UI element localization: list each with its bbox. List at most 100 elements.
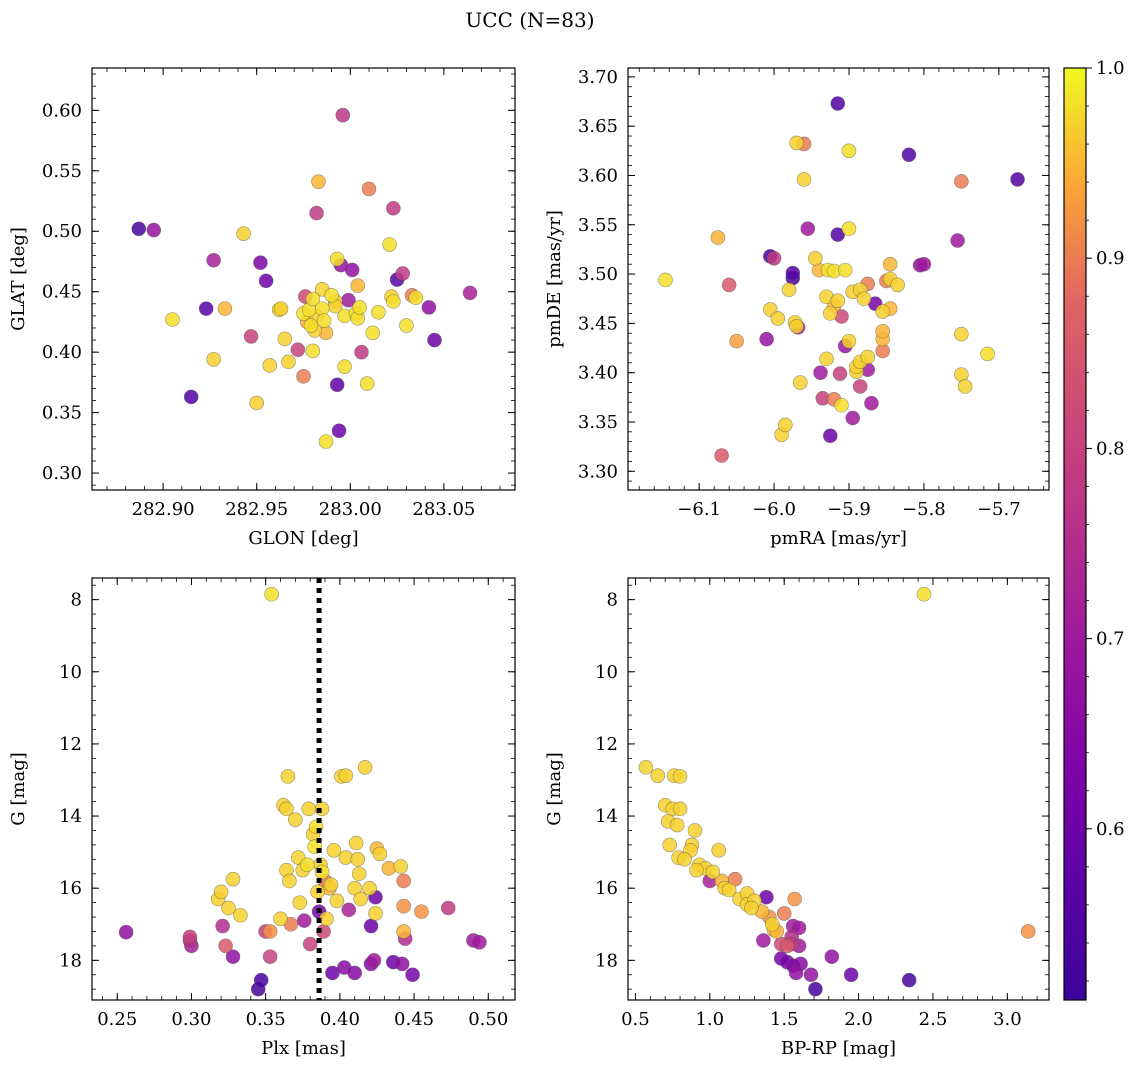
y-tick-label: 8 (607, 590, 618, 611)
data-point (803, 967, 819, 983)
data-point (796, 172, 812, 187)
data-point (689, 862, 704, 878)
data-point (759, 331, 774, 347)
data-point (776, 906, 792, 921)
data-point (396, 898, 411, 914)
x-tick-label: −5.9 (827, 499, 871, 520)
colorbar-tick-label: 1.0 (1096, 58, 1125, 79)
data-point (472, 934, 487, 950)
axes-frame (627, 67, 1050, 491)
data-point (721, 882, 737, 898)
data-point (864, 395, 879, 411)
data-point (875, 304, 890, 319)
data-point (282, 873, 297, 889)
data-point (638, 760, 654, 775)
x-tick-label: 3.0 (993, 1009, 1022, 1030)
data-point (350, 278, 366, 293)
data-point (1020, 924, 1036, 939)
data-point (672, 769, 688, 784)
data-point (824, 949, 840, 965)
data-point (323, 877, 339, 892)
data-point (830, 293, 846, 308)
data-point (338, 768, 354, 783)
x-tick-label: 282.90 (132, 499, 195, 520)
data-point (341, 902, 357, 918)
data-point (305, 343, 321, 359)
data-point (218, 938, 233, 954)
data-point (822, 428, 838, 444)
data-point (789, 319, 804, 334)
x-tick-label: −6.0 (752, 499, 796, 520)
data-point (337, 359, 352, 374)
data-point (860, 349, 876, 365)
y-axis-label: G [mag] (8, 752, 29, 825)
data-point (329, 377, 345, 393)
data-point (882, 256, 898, 272)
data-point (182, 929, 198, 945)
y-tick-label: 16 (595, 878, 618, 899)
data-point (118, 924, 134, 940)
data-point (371, 304, 386, 320)
y-axis-label: G [mag] (544, 752, 565, 825)
y-tick-label: 10 (595, 662, 618, 683)
data-point (217, 301, 233, 316)
data-point (264, 586, 279, 602)
data-point (658, 272, 673, 288)
data-point (916, 586, 932, 602)
data-point (781, 282, 797, 298)
data-point (331, 423, 347, 439)
panel-bprp-g: 0.5 1.0 1.5 2.0 2.5 3.0 8 10 12 14 16 18 BP-RP [mag]… (544, 577, 1050, 1059)
data-point (277, 331, 293, 347)
axes-frame (91, 577, 516, 1001)
data-point (785, 265, 801, 281)
data-point (296, 369, 311, 384)
data-point (359, 376, 375, 391)
y-tick-label: 12 (595, 734, 618, 755)
data-point (302, 936, 318, 952)
data-point (292, 895, 308, 910)
y-tick-label: 3.55 (578, 215, 618, 236)
data-point (421, 300, 437, 315)
x-tick-label: 283.05 (412, 499, 475, 520)
data-point (950, 233, 965, 248)
data-point (800, 221, 816, 237)
data-point (131, 221, 147, 237)
data-point (414, 904, 429, 919)
data-point (789, 135, 804, 151)
data-point (233, 907, 248, 923)
data-point (309, 205, 324, 221)
data-point (954, 326, 969, 342)
x-tick-label: −5.8 (902, 499, 946, 520)
y-axis-label: pmDE [mas/yr] (544, 210, 565, 348)
data-point (834, 397, 849, 413)
data-point (279, 801, 294, 817)
data-point (213, 884, 229, 900)
data-point (916, 256, 932, 272)
x-tick-label: 0.45 (394, 1009, 434, 1030)
y-tick-label: 0.35 (42, 403, 82, 424)
data-point (281, 354, 296, 370)
data-point (350, 852, 365, 867)
x-axis-label: GLON [deg] (248, 528, 358, 549)
data-point (841, 221, 857, 237)
data-point (770, 311, 786, 326)
data-point (262, 358, 278, 373)
y-tick-label: 0.45 (42, 282, 82, 303)
x-tick-label: 0.35 (246, 1009, 286, 1030)
data-point (766, 250, 782, 266)
data-point (146, 222, 162, 238)
data-point (165, 312, 180, 327)
data-point (813, 365, 828, 380)
data-point (779, 938, 795, 954)
data-point (262, 924, 278, 939)
x-tick-label: 283.00 (319, 499, 382, 520)
data-point (249, 395, 265, 411)
y-tick-label: 18 (59, 950, 82, 971)
y-tick-label: 0.40 (42, 342, 82, 363)
data-point (807, 250, 823, 266)
data-point (427, 332, 442, 348)
y-tick-label: 0.50 (42, 221, 82, 242)
x-tick-label: −5.7 (977, 499, 1021, 520)
data-point (792, 375, 808, 390)
